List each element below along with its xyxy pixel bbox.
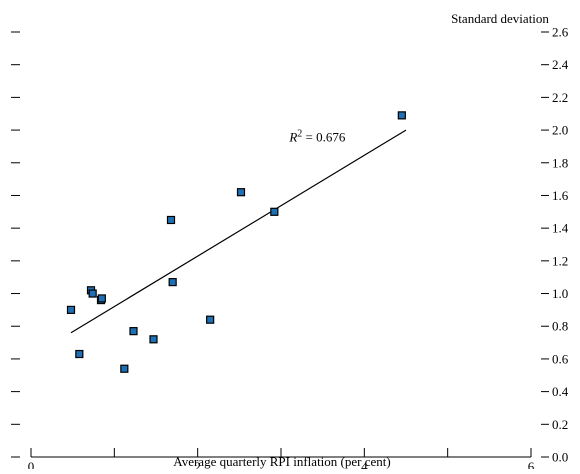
data-point	[97, 294, 106, 303]
x-tick-label: 2	[194, 459, 201, 469]
y-tick-label: 2.0	[552, 123, 568, 138]
regression-line	[70, 129, 407, 334]
data-point	[270, 207, 279, 216]
y-tick-label: 0.0	[552, 450, 568, 465]
points-layer	[66, 111, 406, 373]
y-tick-label: 1.6	[552, 188, 569, 203]
y-tick-label: 0.6	[552, 351, 569, 366]
y-tick-label: 1.4	[552, 221, 569, 236]
axes-layer: 0 2 4 6 0.0 0.2 0.4 0.6 0.8 1.0 1.2 1.4 1.6 1.8 2.0 2.2…	[11, 25, 569, 474]
x-tick-label: 0	[28, 459, 35, 469]
data-point	[236, 188, 246, 197]
r-squared-superscript: 2	[297, 129, 302, 140]
data-point	[168, 277, 177, 287]
data-point	[129, 327, 138, 336]
data-point	[149, 335, 158, 344]
r-squared-annotation: R2 = 0.676	[288, 129, 346, 145]
r-squared-symbol: R	[288, 130, 297, 145]
data-point	[120, 364, 129, 373]
y-tick-label: 2.4	[552, 57, 569, 72]
y-tick-label: 2.2	[552, 90, 568, 105]
data-point	[166, 215, 176, 225]
r-squared-value: = 0.676	[302, 130, 346, 145]
y-tick-label: 0.4	[552, 384, 569, 399]
data-point	[397, 111, 406, 120]
data-point	[206, 315, 215, 324]
y-tick-label: 1.8	[552, 155, 568, 170]
y-tick-label: 0.8	[552, 319, 568, 334]
data-point	[66, 305, 76, 314]
x-axis-title: Average quarterly RPI inflation (per cen…	[173, 454, 390, 469]
y-tick-label: 1.2	[552, 253, 568, 268]
trendline-layer	[70, 129, 407, 334]
y-axis-title: Standard deviation	[451, 11, 549, 26]
y-tick-label: 2.6	[552, 25, 569, 40]
x-tick-label: 4	[361, 459, 368, 469]
y-tick-label: 0.2	[552, 417, 568, 432]
data-point	[88, 289, 97, 298]
x-tick-label: 6	[528, 459, 535, 469]
data-point	[75, 349, 84, 359]
y-tick-label: 1.0	[552, 286, 568, 301]
